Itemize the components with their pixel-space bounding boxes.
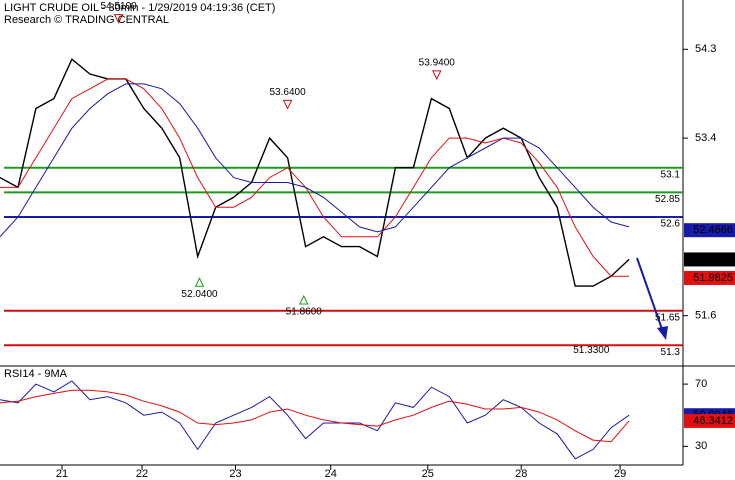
- level-label: 51.65: [655, 312, 680, 323]
- low-marker: [194, 277, 205, 287]
- annotation-label: 53.6400: [270, 87, 307, 98]
- annotation-label: 51.3300: [573, 345, 610, 356]
- price-tag-label: 52.17: [705, 253, 733, 265]
- forecast-arrow: [636, 257, 664, 333]
- annotation-label: 52.0400: [181, 289, 218, 300]
- series-line: [0, 389, 630, 443]
- y-tick-label: 54.3: [695, 43, 716, 55]
- forecast-arrow-head: [657, 326, 668, 340]
- level-label: 53.1: [661, 169, 681, 180]
- x-tick-label: 29: [614, 468, 626, 480]
- price-tag: [684, 270, 735, 285]
- chart-title: LIGHT CRUDE OIL - 30min - 1/29/2019 04:1…: [4, 2, 275, 14]
- series-line: [0, 58, 630, 287]
- level-label: 52.6: [661, 219, 681, 230]
- rsi-title: RSI14 - 9MA: [4, 368, 68, 380]
- high-marker: [431, 70, 442, 80]
- price-tag: [684, 252, 735, 267]
- annotation-label: 51.8600: [286, 307, 323, 318]
- annotation-label: 54.5100: [101, 1, 138, 12]
- price-tag-label: 46.3412: [693, 415, 733, 427]
- high-marker: [113, 14, 124, 24]
- x-tick-label: 21: [56, 468, 68, 480]
- level-label: 52.85: [655, 194, 680, 205]
- level-label: 51.3: [661, 347, 681, 358]
- series-line: [0, 83, 630, 238]
- price-tag: [684, 413, 735, 428]
- y-tick-label: 30: [695, 440, 707, 452]
- low-marker: [298, 294, 309, 305]
- price-tag: [684, 223, 735, 238]
- high-marker: [282, 99, 293, 110]
- price-tag-label: 51.9825: [693, 272, 733, 284]
- x-tick-label: 23: [229, 468, 241, 480]
- series-line: [0, 78, 630, 277]
- annotation-label: 53.9400: [419, 57, 456, 68]
- y-tick-label: 53.4: [695, 132, 716, 144]
- x-tick-label: 24: [325, 468, 337, 480]
- price-tag-label: 52.4666: [693, 224, 733, 236]
- x-tick-label: 28: [515, 468, 527, 480]
- x-tick-label: 25: [422, 468, 434, 480]
- series-line: [0, 380, 630, 460]
- y-tick-label: 51.6: [695, 310, 716, 322]
- x-tick-label: 22: [136, 468, 148, 480]
- y-tick-label: 70: [695, 378, 707, 390]
- chart-subtitle: Research © TRADING CENTRAL: [4, 14, 169, 26]
